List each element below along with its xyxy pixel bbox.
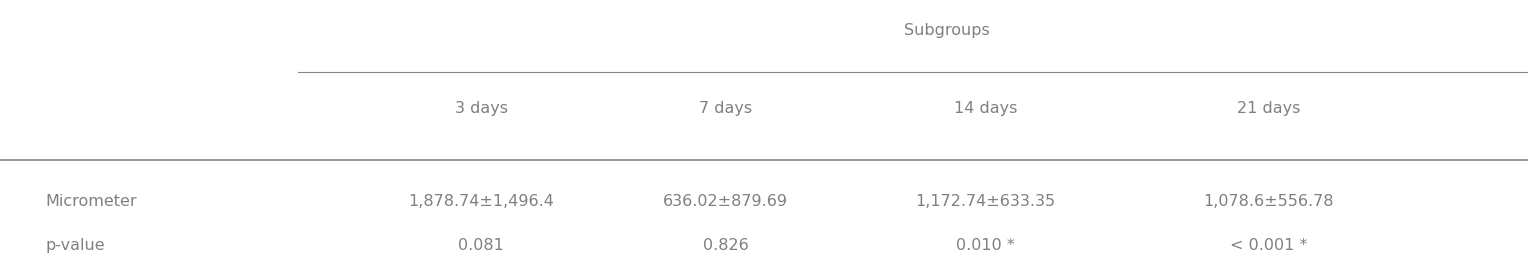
Text: 1,878.74±1,496.4: 1,878.74±1,496.4 bbox=[408, 194, 555, 209]
Text: 1,172.74±633.35: 1,172.74±633.35 bbox=[915, 194, 1056, 209]
Text: p-value: p-value bbox=[46, 238, 105, 253]
Text: Micrometer: Micrometer bbox=[46, 194, 138, 209]
Text: 636.02±879.69: 636.02±879.69 bbox=[663, 194, 788, 209]
Text: 0.081: 0.081 bbox=[458, 238, 504, 253]
Text: 7 days: 7 days bbox=[700, 101, 752, 116]
Text: 0.010 *: 0.010 * bbox=[957, 238, 1015, 253]
Text: < 0.001 *: < 0.001 * bbox=[1230, 238, 1306, 253]
Text: 21 days: 21 days bbox=[1236, 101, 1300, 116]
Text: 3 days: 3 days bbox=[455, 101, 507, 116]
Text: Subgroups: Subgroups bbox=[905, 23, 990, 38]
Text: 0.826: 0.826 bbox=[703, 238, 749, 253]
Text: 14 days: 14 days bbox=[953, 101, 1018, 116]
Text: 1,078.6±556.78: 1,078.6±556.78 bbox=[1203, 194, 1334, 209]
